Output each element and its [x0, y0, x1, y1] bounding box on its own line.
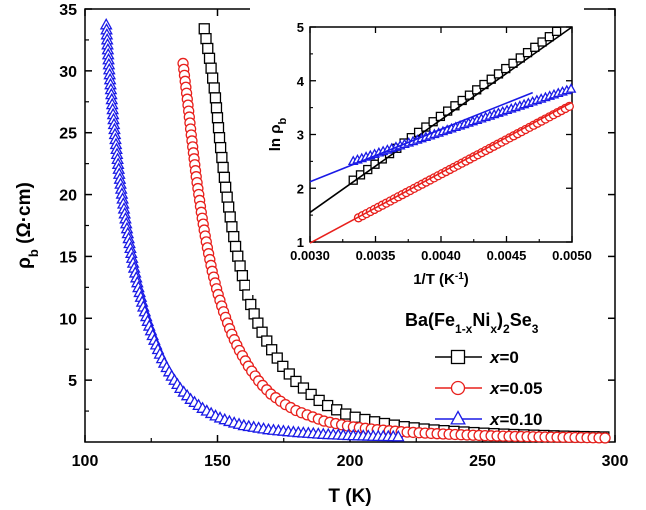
x-tick-label: 300: [602, 453, 629, 470]
inset-fit-line: [309, 91, 533, 183]
inset-y-tick-label: 4: [297, 74, 305, 89]
data-point: [209, 92, 222, 104]
inset-data-point: [501, 63, 511, 74]
data-point: [203, 52, 216, 64]
inset-x-tick-label: 0.0045: [487, 248, 527, 263]
legend-title: Ba(Fe1-xNix)2Se3: [405, 310, 539, 336]
inset-data-point: [544, 32, 554, 42]
data-point: [220, 181, 232, 193]
inset-y-axis-label: ln ρb: [267, 117, 289, 151]
data-point: [216, 151, 228, 164]
x-axis-label: T (K): [328, 486, 371, 507]
legend-marker: [450, 380, 466, 396]
data-point: [221, 191, 233, 203]
data-point: [599, 432, 611, 444]
data-point: [248, 308, 260, 320]
inset-x-tick-label: 0.0050: [552, 248, 592, 263]
inset-data-point: [530, 42, 540, 52]
inset-data-point: [355, 170, 366, 180]
data-point: [232, 250, 244, 262]
inset-x-tick-label: 0.0030: [290, 248, 330, 263]
inset-data-point: [493, 69, 504, 79]
y-tick-label: 25: [59, 126, 77, 143]
data-point: [391, 429, 405, 442]
legend-marker: [450, 410, 466, 425]
inset-x-tick-label: 0.0035: [356, 248, 396, 263]
y-tick-label: 10: [59, 311, 77, 328]
inset-fit-line: [309, 26, 573, 214]
y-tick-label: 30: [59, 64, 77, 81]
y-axis-label: ρb (Ω·cm): [14, 182, 41, 269]
data-point: [340, 408, 352, 420]
inset-y-tick-label: 3: [297, 128, 304, 143]
data-point: [283, 368, 295, 380]
inset-data-point: [551, 26, 562, 37]
data-point: [212, 122, 225, 134]
legend-label: x=0.10: [489, 410, 542, 429]
data-point: [218, 171, 231, 184]
data-point: [217, 161, 229, 174]
inset-fit-line: [309, 101, 573, 244]
data-point: [229, 240, 242, 253]
inset-y-tick-label: 2: [297, 181, 304, 196]
inset-data-point: [508, 58, 518, 68]
data-point: [245, 298, 257, 311]
data-point: [290, 375, 302, 388]
data-point: [349, 411, 361, 423]
data-point: [223, 201, 235, 213]
data-point: [211, 112, 224, 124]
inset-y-tick-label: 1: [297, 235, 304, 250]
data-point: [234, 260, 246, 272]
x-tick-label: 150: [204, 453, 231, 470]
series-markers: [177, 57, 611, 444]
data-point: [305, 388, 317, 401]
inset-y-tick-label: 5: [297, 20, 304, 35]
inset-x-tick-label: 0.0040: [421, 248, 461, 263]
legend-marker: [450, 349, 466, 365]
data-point: [202, 42, 214, 55]
data-point: [214, 141, 227, 154]
inset-data-point: [565, 83, 577, 93]
data-point: [236, 270, 249, 282]
data-point: [226, 221, 238, 233]
inset-x-axis-label: 1/T (K-1): [413, 271, 469, 289]
legend-item: x=0.05: [435, 379, 542, 398]
data-point: [239, 279, 251, 291]
inset-plot: 0.0030 0.0035 0.0040 0.0045 0.0050 1 2 3 4 5 1/T (…: [250, 5, 592, 295]
legend: Ba(Fe1-xNix)2Se3 x=0 x=0.05 x=0.10: [405, 310, 542, 429]
inset-data-point: [348, 175, 358, 185]
legend-label: x=0: [489, 348, 519, 367]
data-point: [208, 82, 220, 94]
data-point: [210, 102, 223, 114]
data-point: [207, 72, 219, 84]
x-tick-label: 200: [337, 453, 364, 470]
data-point: [200, 32, 212, 45]
y-tick-label: 20: [59, 188, 77, 205]
data-point: [224, 211, 236, 223]
y-tick-label: 35: [59, 2, 77, 19]
data-point: [228, 230, 240, 243]
y-tick-label: 5: [68, 373, 77, 390]
data-point: [213, 132, 226, 144]
inset-data-point: [522, 47, 533, 58]
x-tick-label: 100: [72, 453, 99, 470]
y-tick-label: 15: [59, 249, 77, 266]
legend-item: x=0.10: [435, 410, 542, 429]
inset-data-point: [537, 37, 547, 47]
data-point: [297, 382, 310, 394]
inset-data-point: [515, 53, 525, 63]
inset-series-markers: [347, 83, 577, 166]
legend-label: x=0.05: [489, 379, 542, 398]
series-markers: [99, 17, 405, 442]
x-tick-label: 250: [469, 453, 496, 470]
data-point: [198, 23, 210, 35]
data-point: [277, 360, 289, 373]
data-point: [205, 62, 217, 74]
legend-item: x=0: [435, 348, 519, 367]
